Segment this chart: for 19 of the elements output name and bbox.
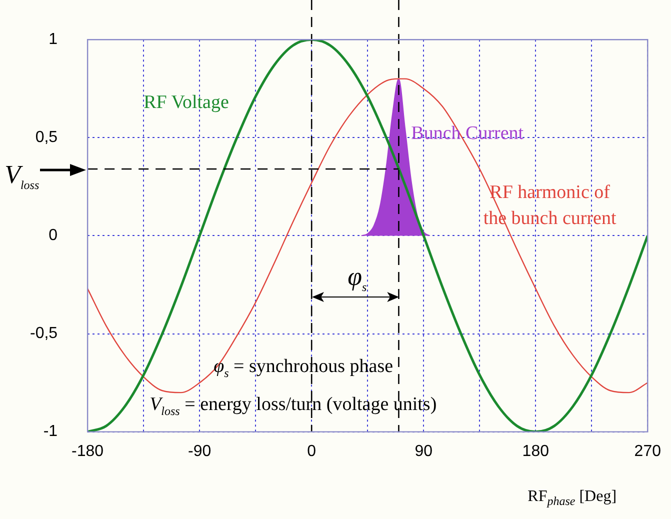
x-tick-label: -180 [72, 442, 104, 460]
y-tick-label: 0,5 [35, 129, 58, 146]
y-tick-label: -1 [43, 423, 58, 440]
x-tick-label: 0 [307, 442, 316, 460]
ref-line-label: V$_{loss}$ [4, 160, 40, 192]
y-tick-label: 1 [48, 31, 58, 48]
x-tick-label: 270 [634, 442, 662, 460]
x-tick-label: -90 [188, 442, 212, 460]
y-tick-label: -0,5 [30, 325, 58, 342]
line-series [88, 40, 648, 432]
ref-line-label: φ$_{s}$ [348, 262, 367, 294]
y-tick-label: 0 [48, 227, 58, 244]
line-series [88, 78, 648, 394]
series-label: Bunch Current [411, 123, 524, 144]
x-tick-label: 90 [414, 442, 433, 460]
annotation: V$_{loss}$ = energy loss/turn (voltage units) [150, 394, 437, 418]
series-label: RF Voltage [144, 92, 229, 113]
x-tick-label: 180 [522, 442, 550, 460]
x-axis-title: RF$_{phase}$ [Deg] [528, 488, 617, 508]
